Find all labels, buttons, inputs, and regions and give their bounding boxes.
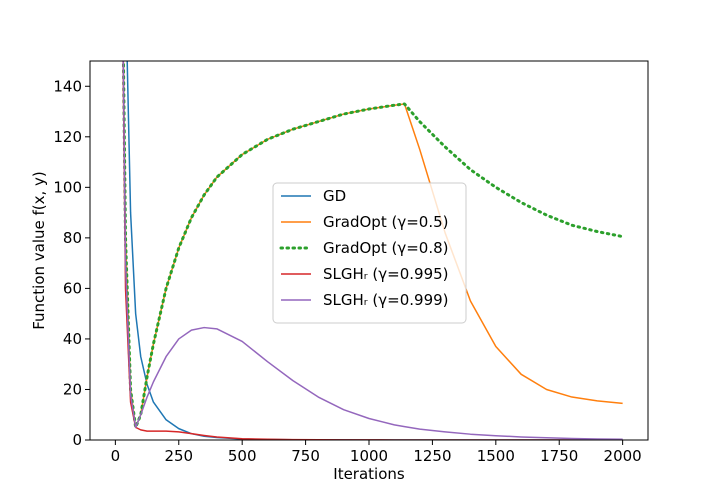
- x-tick-label: 1750: [540, 447, 578, 465]
- x-tick-label: 1250: [413, 447, 451, 465]
- plot-area: [121, 61, 625, 440]
- legend-frame: [272, 182, 467, 324]
- x-tick-label: 2000: [604, 447, 642, 465]
- legend-label: SLGHᵣ (γ=0.999): [323, 291, 449, 309]
- legend: GD GradOpt (γ=0.5) GradOpt (γ=0.8) SLGHᵣ (γ…: [272, 182, 467, 324]
- y-tick-label: 100: [53, 178, 82, 196]
- x-tick-label: 750: [291, 447, 320, 465]
- series-line: [122, 61, 623, 440]
- legend-label: SLGHᵣ (γ=0.995): [323, 265, 449, 283]
- x-tick-label: 1000: [350, 447, 388, 465]
- y-tick-label: 20: [63, 380, 82, 398]
- legend-label: GD: [323, 187, 346, 205]
- y-tick-label: 60: [63, 279, 82, 297]
- x-tick-label: 0: [111, 447, 121, 465]
- series-line: [122, 61, 623, 440]
- x-tick-label: 250: [164, 447, 193, 465]
- legend-label: GradOpt (γ=0.5): [323, 213, 449, 231]
- y-tick-label: 40: [63, 330, 82, 348]
- x-axis-label: Iterations: [333, 465, 405, 483]
- y-axis-label: Function value f(x, y): [30, 171, 48, 330]
- x-tick-label: 500: [228, 447, 257, 465]
- y-tick-label: 140: [53, 77, 82, 95]
- axes-frame: [89, 60, 649, 441]
- y-tick-label: 0: [72, 431, 82, 449]
- y-tick-label: 120: [53, 128, 82, 146]
- y-tick-label: 80: [63, 229, 82, 247]
- legend-label: GradOpt (γ=0.8): [323, 239, 449, 257]
- x-tick-label: 1500: [477, 447, 515, 465]
